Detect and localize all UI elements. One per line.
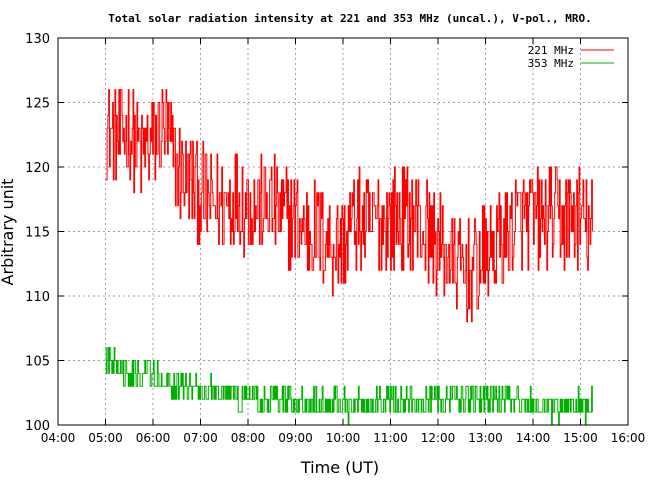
y-tick-label: 120 (25, 161, 50, 176)
x-tick-label: 14:00 (516, 431, 551, 445)
y-tick-label: 115 (25, 226, 50, 241)
x-tick-label: 12:00 (421, 431, 456, 445)
y-tick-label: 100 (25, 419, 50, 434)
x-tick-labels: 04:00 05:00 06:00 07:00 08:00 09:00 10:00 11:00… (41, 431, 646, 445)
legend-label: 221 MHz (528, 44, 574, 57)
y-axis-label: Arbitrary unit (0, 179, 17, 286)
x-tick-label: 04:00 (41, 431, 76, 445)
y-tick-label: 110 (25, 290, 50, 305)
x-tick-label: 13:00 (468, 431, 503, 445)
y-tick-label: 125 (25, 97, 50, 112)
y-tick-label: 105 (25, 355, 50, 370)
x-tick-label: 10:00 (326, 431, 361, 445)
x-axis-label: Time (UT) (300, 458, 379, 477)
series-lines (105, 89, 593, 426)
legend-label: 353 MHz (528, 57, 574, 70)
x-tick-label: 08:00 (231, 431, 266, 445)
y-tick-label: 130 (25, 32, 50, 47)
x-tick-label: 16:00 (611, 431, 646, 445)
series-line-0 (105, 89, 593, 323)
x-tick-label: 09:00 (278, 431, 313, 445)
x-tick-label: 11:00 (373, 431, 408, 445)
plot-area-frame (57, 37, 629, 426)
y-tick-labels: 100 105 110 115 120 125 130 (25, 32, 50, 434)
x-tick-label: 15:00 (563, 431, 598, 445)
x-tick-label: 07:00 (183, 431, 218, 445)
chart-title: Total solar radiation intensity at 221 a… (108, 12, 591, 25)
x-tick-label: 06:00 (136, 431, 171, 445)
series-line-1 (105, 347, 593, 426)
x-tick-label: 05:00 (88, 431, 123, 445)
